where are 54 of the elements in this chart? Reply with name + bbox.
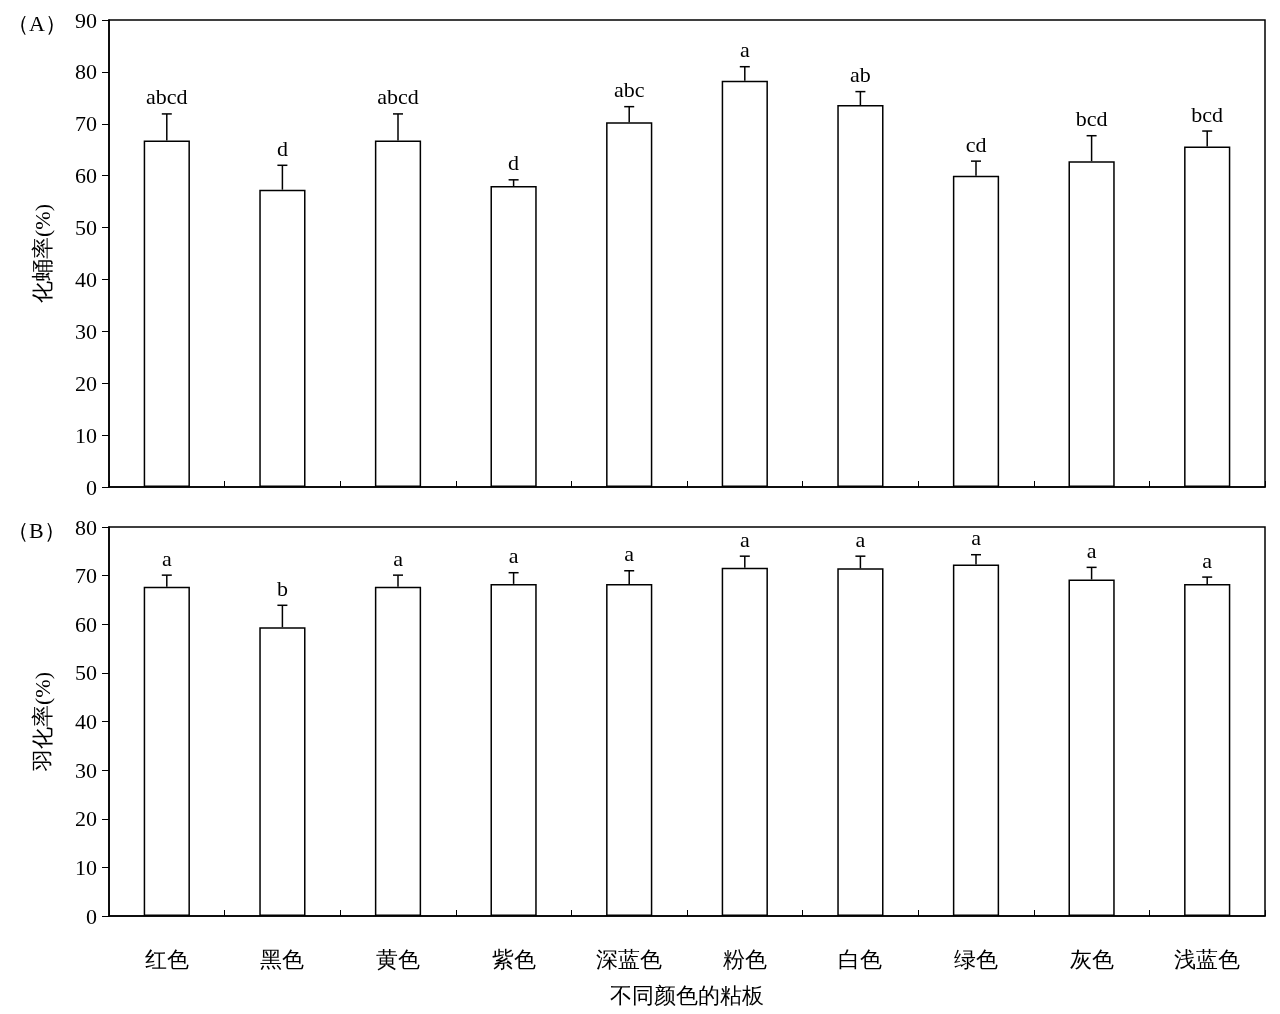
annotation: abcd [377, 84, 419, 110]
annotation: a [739, 526, 750, 552]
y-tick-label: 30 [75, 318, 97, 344]
x-tick-label: 绿色 [954, 946, 998, 972]
annotation: a [393, 545, 404, 571]
y-tick-label: 70 [75, 111, 97, 137]
y-tick-label: 40 [75, 266, 97, 292]
chart-title: （A） [7, 10, 67, 36]
annotation: a [855, 526, 866, 552]
y-tick-label: 0 [86, 903, 97, 929]
annotation: cd [965, 131, 987, 157]
x-tick-label: 白色 [838, 946, 883, 972]
x-tick-label: 粉色 [722, 946, 767, 972]
x-tick-label: 紫色 [491, 946, 536, 972]
y-tick-label: 20 [75, 370, 97, 396]
y-tick-label: 60 [75, 163, 97, 189]
y-tick-label: 80 [75, 514, 97, 540]
y-tick-label: 40 [75, 709, 97, 734]
annotation: a [1086, 537, 1097, 563]
x-tick-label: 黄色 [376, 946, 420, 972]
x-tick-label: 浅蓝色 [1174, 946, 1241, 972]
y-tick-label: 90 [75, 7, 97, 33]
y-tick-label: 10 [75, 854, 97, 880]
x-tick-label: 灰色 [1069, 946, 1114, 972]
y-tick-label: 80 [75, 59, 97, 85]
annotation: ab [850, 62, 871, 88]
annotation: a [739, 37, 750, 63]
y-tick-label: 70 [75, 563, 97, 589]
annotation: abcd [146, 84, 188, 110]
annotation: bcd [1075, 106, 1108, 132]
annotation: a [508, 543, 519, 569]
y-tick-label: 60 [75, 611, 97, 637]
x-tick-label: 深蓝色 [596, 946, 663, 972]
y-tick-label: 20 [75, 806, 97, 832]
annotation: a [624, 541, 635, 567]
annotation: d [508, 150, 520, 176]
x-tick-label: 黑色 [260, 946, 305, 972]
annotation: d [276, 135, 288, 161]
y-tick-label: 0 [86, 474, 97, 500]
y-tick-label: 10 [75, 422, 97, 448]
y-tick-label: 50 [75, 215, 97, 241]
y-axis-title: 化蛹率(%) [29, 204, 55, 303]
x-tick-label: 红色 [144, 946, 189, 972]
annotation: bcd [1191, 101, 1224, 127]
x-axis-title: 不同颜色的粘板 [610, 982, 764, 1008]
annotation: a [1202, 547, 1213, 573]
annotation: a [161, 545, 172, 571]
annotation: b [276, 575, 288, 601]
y-axis-title: 羽化率(%) [29, 672, 55, 772]
annotation: a [971, 525, 982, 551]
y-tick-label: 30 [75, 757, 97, 783]
chart-title: （B） [7, 517, 66, 543]
annotation: abc [613, 77, 645, 103]
y-tick-label: 50 [75, 660, 97, 686]
